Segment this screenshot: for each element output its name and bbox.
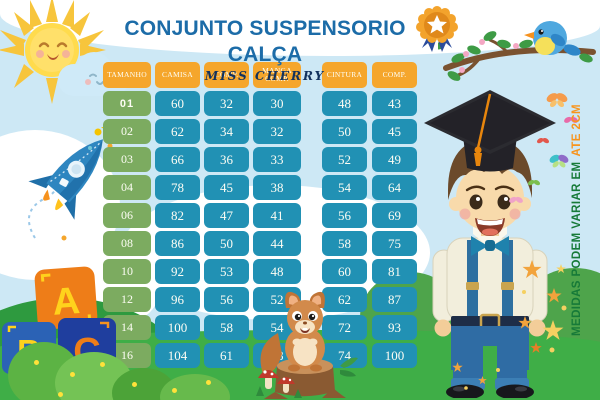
note-text: MEDIDAS PODEM VARIAR EM [571,161,583,336]
award-rosette-icon [416,6,458,52]
stars-icon [452,362,500,390]
butterfly-icon [546,93,568,108]
size-cell: 08 [103,231,151,256]
squirrel-icon [285,291,325,372]
value-cell: 45 [372,119,417,144]
value-cell: 36 [204,147,249,172]
value-cell: 32 [253,119,301,144]
value-cell: 81 [372,259,417,284]
value-cell: 52 [322,147,367,172]
value-cell: 50 [322,119,367,144]
value-cell: 100 [372,343,417,368]
size-table-right: CINTURA COMP. 48 43 50 45 52 49 54 64 56… [322,62,417,368]
value-cell: 56 [204,287,249,312]
page-title: CONJUNTO SUSPENSORIO CALÇA [124,17,406,66]
value-cell: 45 [204,175,249,200]
value-cell: 50 [204,231,249,256]
value-cell: 64 [372,175,417,200]
col-header-cintura: CINTURA [322,62,367,88]
value-cell: 38 [253,175,301,200]
value-cell: 100 [155,315,200,340]
size-cell: 04 [103,175,151,200]
value-cell: 56 [322,203,367,228]
value-cell: 54 [322,175,367,200]
value-cell: 78 [155,175,200,200]
flower-icon [100,362,105,367]
rocket-icon [27,122,115,241]
value-cell: 41 [253,203,301,228]
value-cell: 43 [372,91,417,116]
bird-icon [524,21,581,56]
value-cell: 96 [155,287,200,312]
flower-icon [172,388,177,393]
value-cell: 87 [372,287,417,312]
size-cell: 02 [103,119,151,144]
value-cell: 66 [155,147,200,172]
stars-icon [518,260,567,353]
value-cell: 62 [155,119,200,144]
value-cell: 60 [322,259,367,284]
value-cell: 60 [155,91,200,116]
sun-icon [0,0,106,104]
size-cell: 06 [103,203,151,228]
value-cell: 62 [322,287,367,312]
flower-icon [58,392,63,397]
squirrel-stump-icon [256,291,358,399]
size-cell: 12 [103,287,151,312]
flower-icon [70,372,75,377]
value-cell: 69 [372,203,417,228]
size-cell: 10 [103,259,151,284]
value-cell: 72 [322,315,367,340]
value-cell: 30 [253,91,301,116]
col-header-camisa: CAMISA [155,62,200,88]
flower-icon [132,382,137,387]
value-cell: 32 [204,91,249,116]
butterfly-icon [509,196,523,203]
value-cell: 104 [155,343,200,368]
graduate-boy-icon [424,90,556,398]
value-cell: 58 [204,315,249,340]
measurement-note: MEDIDAS PODEM VARIAR EM ATE 2CM [568,100,586,340]
value-cell: 49 [372,147,417,172]
bird-branch-icon [438,21,596,81]
value-cell: 58 [322,231,367,256]
butterfly-icon [549,154,569,168]
value-cell: 86 [155,231,200,256]
col-header-manga-comp: MANGA COMP. [253,62,301,88]
size-cell: 03 [103,147,151,172]
value-cell: 34 [204,119,249,144]
value-cell: 48 [253,259,301,284]
mushroom-icon [258,370,295,393]
value-cell: 93 [372,315,417,340]
butterfly-icon [564,116,578,123]
value-cell: 61 [204,343,249,368]
col-header-tamanho: TAMANHO [103,62,151,88]
value-cell: 82 [155,203,200,228]
flower-icon [34,360,39,365]
value-cell: 47 [204,203,249,228]
header: CONJUNTO SUSPENSORIO CALÇA MISS CHERRY [100,16,430,83]
col-header-comp-calca: COMP. [372,62,417,88]
size-cell: 01 [103,91,151,116]
value-cell: 48 [322,91,367,116]
value-cell: 33 [253,147,301,172]
flower-icon [206,380,211,385]
value-cell: 75 [372,231,417,256]
note-highlight: ATE 2CM [571,104,583,157]
butterfly-icon [527,179,541,186]
brand-subtitle: MISS CHERRY [204,69,326,83]
value-cell: 53 [204,259,249,284]
butterfly-icon [536,137,550,144]
value-cell: 44 [253,231,301,256]
col-header-comp: COMP. [204,62,249,88]
value-cell: 92 [155,259,200,284]
block-letter-a: A [51,280,81,324]
